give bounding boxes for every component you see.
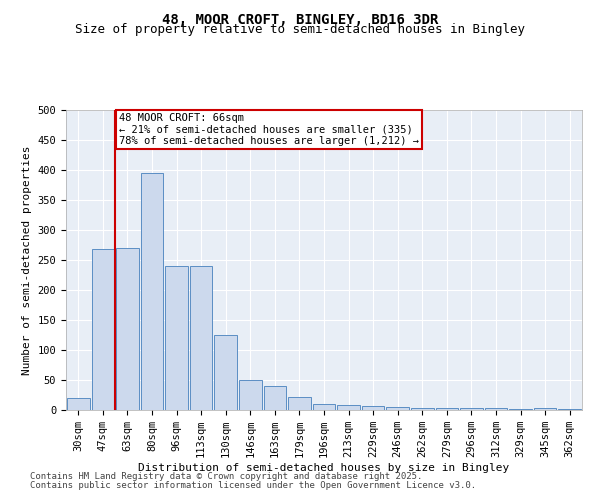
Bar (485, 408, 508, 410)
Bar (534, 408, 556, 410)
Bar (214, 335, 237, 410)
Bar (239, 380, 262, 410)
Bar (288, 397, 311, 410)
Text: 48 MOOR CROFT: 66sqm
← 21% of semi-detached houses are smaller (335)
78% of semi: 48 MOOR CROFT: 66sqm ← 21% of semi-detac… (119, 113, 419, 146)
Bar (313, 404, 335, 410)
Bar (165, 266, 188, 410)
Text: Contains public sector information licensed under the Open Government Licence v3: Contains public sector information licen… (30, 481, 476, 490)
Bar (337, 405, 360, 410)
Text: 48, MOOR CROFT, BINGLEY, BD16 3DR: 48, MOOR CROFT, BINGLEY, BD16 3DR (162, 12, 438, 26)
Bar (362, 406, 385, 410)
Bar (263, 386, 286, 410)
Text: Contains HM Land Registry data © Crown copyright and database right 2025.: Contains HM Land Registry data © Crown c… (30, 472, 422, 481)
Bar (67, 398, 89, 410)
Bar (116, 248, 139, 410)
Bar (411, 408, 434, 410)
X-axis label: Distribution of semi-detached houses by size in Bingley: Distribution of semi-detached houses by … (139, 463, 509, 473)
Bar (436, 408, 458, 410)
Bar (460, 408, 483, 410)
Text: Size of property relative to semi-detached houses in Bingley: Size of property relative to semi-detach… (75, 22, 525, 36)
Bar (92, 249, 114, 410)
Bar (190, 266, 212, 410)
Bar (386, 407, 409, 410)
Bar (140, 173, 163, 410)
Bar (509, 409, 532, 410)
Y-axis label: Number of semi-detached properties: Number of semi-detached properties (22, 145, 32, 375)
Bar (559, 409, 581, 410)
